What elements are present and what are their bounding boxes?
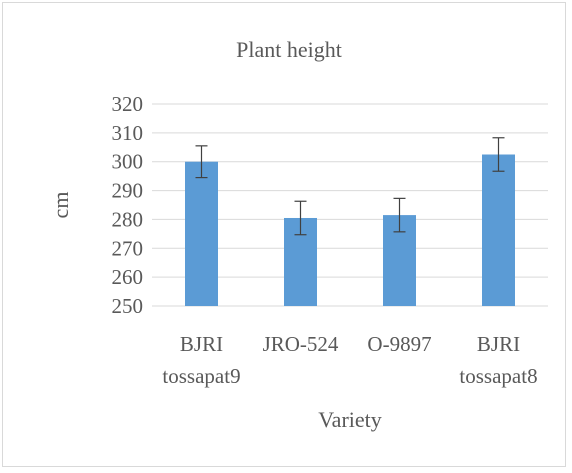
bar — [482, 154, 515, 306]
x-axis-label: Variety — [318, 407, 382, 432]
y-axis-label: cm — [48, 192, 73, 219]
error-bars — [195, 137, 505, 236]
y-tick-label: 320 — [112, 92, 144, 116]
x-category-label: O-9897 — [367, 332, 431, 356]
y-tick-labels: 250 260 270 280 290 300 310 320 — [112, 92, 144, 318]
y-tick-label: 250 — [112, 294, 144, 318]
y-tick-label: 310 — [112, 121, 144, 145]
x-category-label: tossapat8 — [459, 364, 537, 388]
chart-title: Plant height — [236, 37, 342, 62]
x-category-labels: BJRI tossapat9 JRO-524 O-9897 BJRI tossapat8 — [162, 332, 537, 388]
x-category-label: BJRI — [477, 332, 520, 356]
bar — [185, 161, 218, 306]
y-tick-label: 300 — [112, 150, 144, 174]
y-tick-label: 260 — [112, 265, 144, 289]
bars — [185, 154, 515, 306]
x-category-label: tossapat9 — [162, 364, 240, 388]
y-tick-label: 280 — [112, 207, 144, 231]
y-tick-label: 270 — [112, 236, 144, 260]
x-category-label: JRO-524 — [263, 332, 339, 356]
y-tick-label: 290 — [112, 179, 144, 203]
x-category-label: BJRI — [180, 332, 223, 356]
